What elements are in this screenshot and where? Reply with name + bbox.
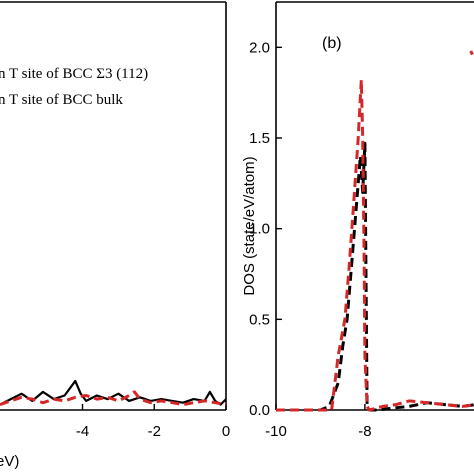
panel-b: -10 -8 0.0 0.5 1.0 1.5 2.0 DOS (state/eV/atom) (… bbox=[241, 1, 474, 440]
panel-label: (b) bbox=[322, 35, 342, 52]
x-tick-label: -8 bbox=[358, 423, 371, 440]
series-line-2 bbox=[0, 390, 227, 407]
x-tick-label: -4 bbox=[76, 423, 89, 440]
legend-entry: n T site of BCC Σ3 (112) bbox=[0, 66, 148, 82]
y-tick-label: 2.0 bbox=[249, 39, 270, 56]
x-axis-title: eV) bbox=[0, 453, 19, 470]
series-line-3 bbox=[469, 50, 474, 56]
legend-entry: n T site of BCC bulk bbox=[0, 92, 123, 108]
x-tick-label: -2 bbox=[148, 423, 161, 440]
x-tick-label: -10 bbox=[265, 423, 287, 440]
x-tick-label: 0 bbox=[222, 423, 230, 440]
y-tick-label: 1.5 bbox=[249, 130, 270, 147]
y-tick-label: 0.5 bbox=[249, 311, 270, 328]
series-line-1 bbox=[276, 141, 474, 412]
y-tick-label: 1.0 bbox=[249, 221, 270, 238]
y-axis-title: DOS (state/eV/atom) bbox=[241, 156, 258, 295]
series-line-2 bbox=[276, 78, 474, 412]
panel-a: -4 -2 0 eV) n T site of BCC Σ3 (112) n T site… bbox=[0, 1, 230, 470]
y-tick-label: 0.0 bbox=[249, 402, 270, 419]
